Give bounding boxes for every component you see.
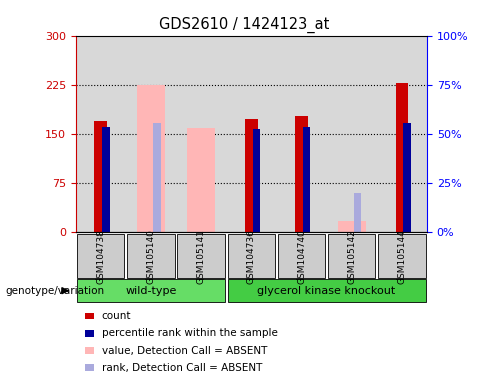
Text: GSM105142: GSM105142 [347,229,356,284]
Text: GSM105141: GSM105141 [197,229,205,284]
Bar [295,116,308,232]
Text: count: count [102,311,131,321]
Text: GSM105144: GSM105144 [397,229,407,284]
Bar [303,127,310,232]
Text: GSM104740: GSM104740 [297,229,306,284]
Bar [102,127,109,232]
Bar [153,122,161,232]
Bar [95,121,107,232]
Bar [137,85,165,232]
Text: GSM104736: GSM104736 [247,229,256,284]
Text: value, Detection Call = ABSENT: value, Detection Call = ABSENT [102,346,267,356]
Bar [187,128,215,232]
Text: GDS2610 / 1424123_at: GDS2610 / 1424123_at [159,17,329,33]
Bar [354,193,362,232]
Bar [396,83,408,232]
Text: glycerol kinase knockout: glycerol kinase knockout [258,286,396,296]
Text: GSM104738: GSM104738 [96,229,105,284]
Text: genotype/variation: genotype/variation [5,286,104,296]
Text: percentile rank within the sample: percentile rank within the sample [102,328,277,338]
Bar [338,220,366,232]
Text: GSM105140: GSM105140 [146,229,156,284]
Bar [253,129,260,232]
Text: rank, Detection Call = ABSENT: rank, Detection Call = ABSENT [102,363,262,373]
Bar [403,122,411,232]
Bar [245,119,258,232]
Text: wild-type: wild-type [125,286,177,296]
